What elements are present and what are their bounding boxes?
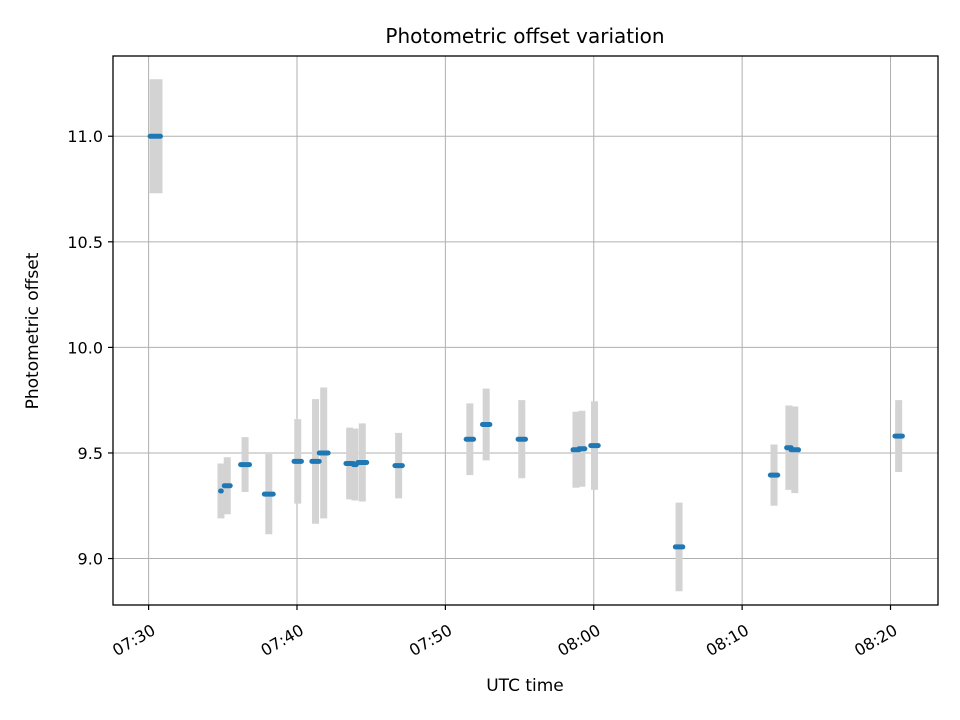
y-tick-label: 10.5 xyxy=(67,233,103,252)
y-axis-title: Photometric offset xyxy=(23,252,43,409)
x-axis-title: UTC time xyxy=(486,676,564,696)
y-tick-label: 10.0 xyxy=(67,338,103,357)
chart-title: Photometric offset variation xyxy=(385,24,664,48)
data-points xyxy=(147,133,905,550)
grid-lines xyxy=(113,56,938,605)
plot-frame xyxy=(112,55,939,606)
y-tick-label: 11.0 xyxy=(67,127,103,146)
y-tick-label: 9.0 xyxy=(78,550,103,569)
y-tick-label: 9.5 xyxy=(78,444,103,463)
